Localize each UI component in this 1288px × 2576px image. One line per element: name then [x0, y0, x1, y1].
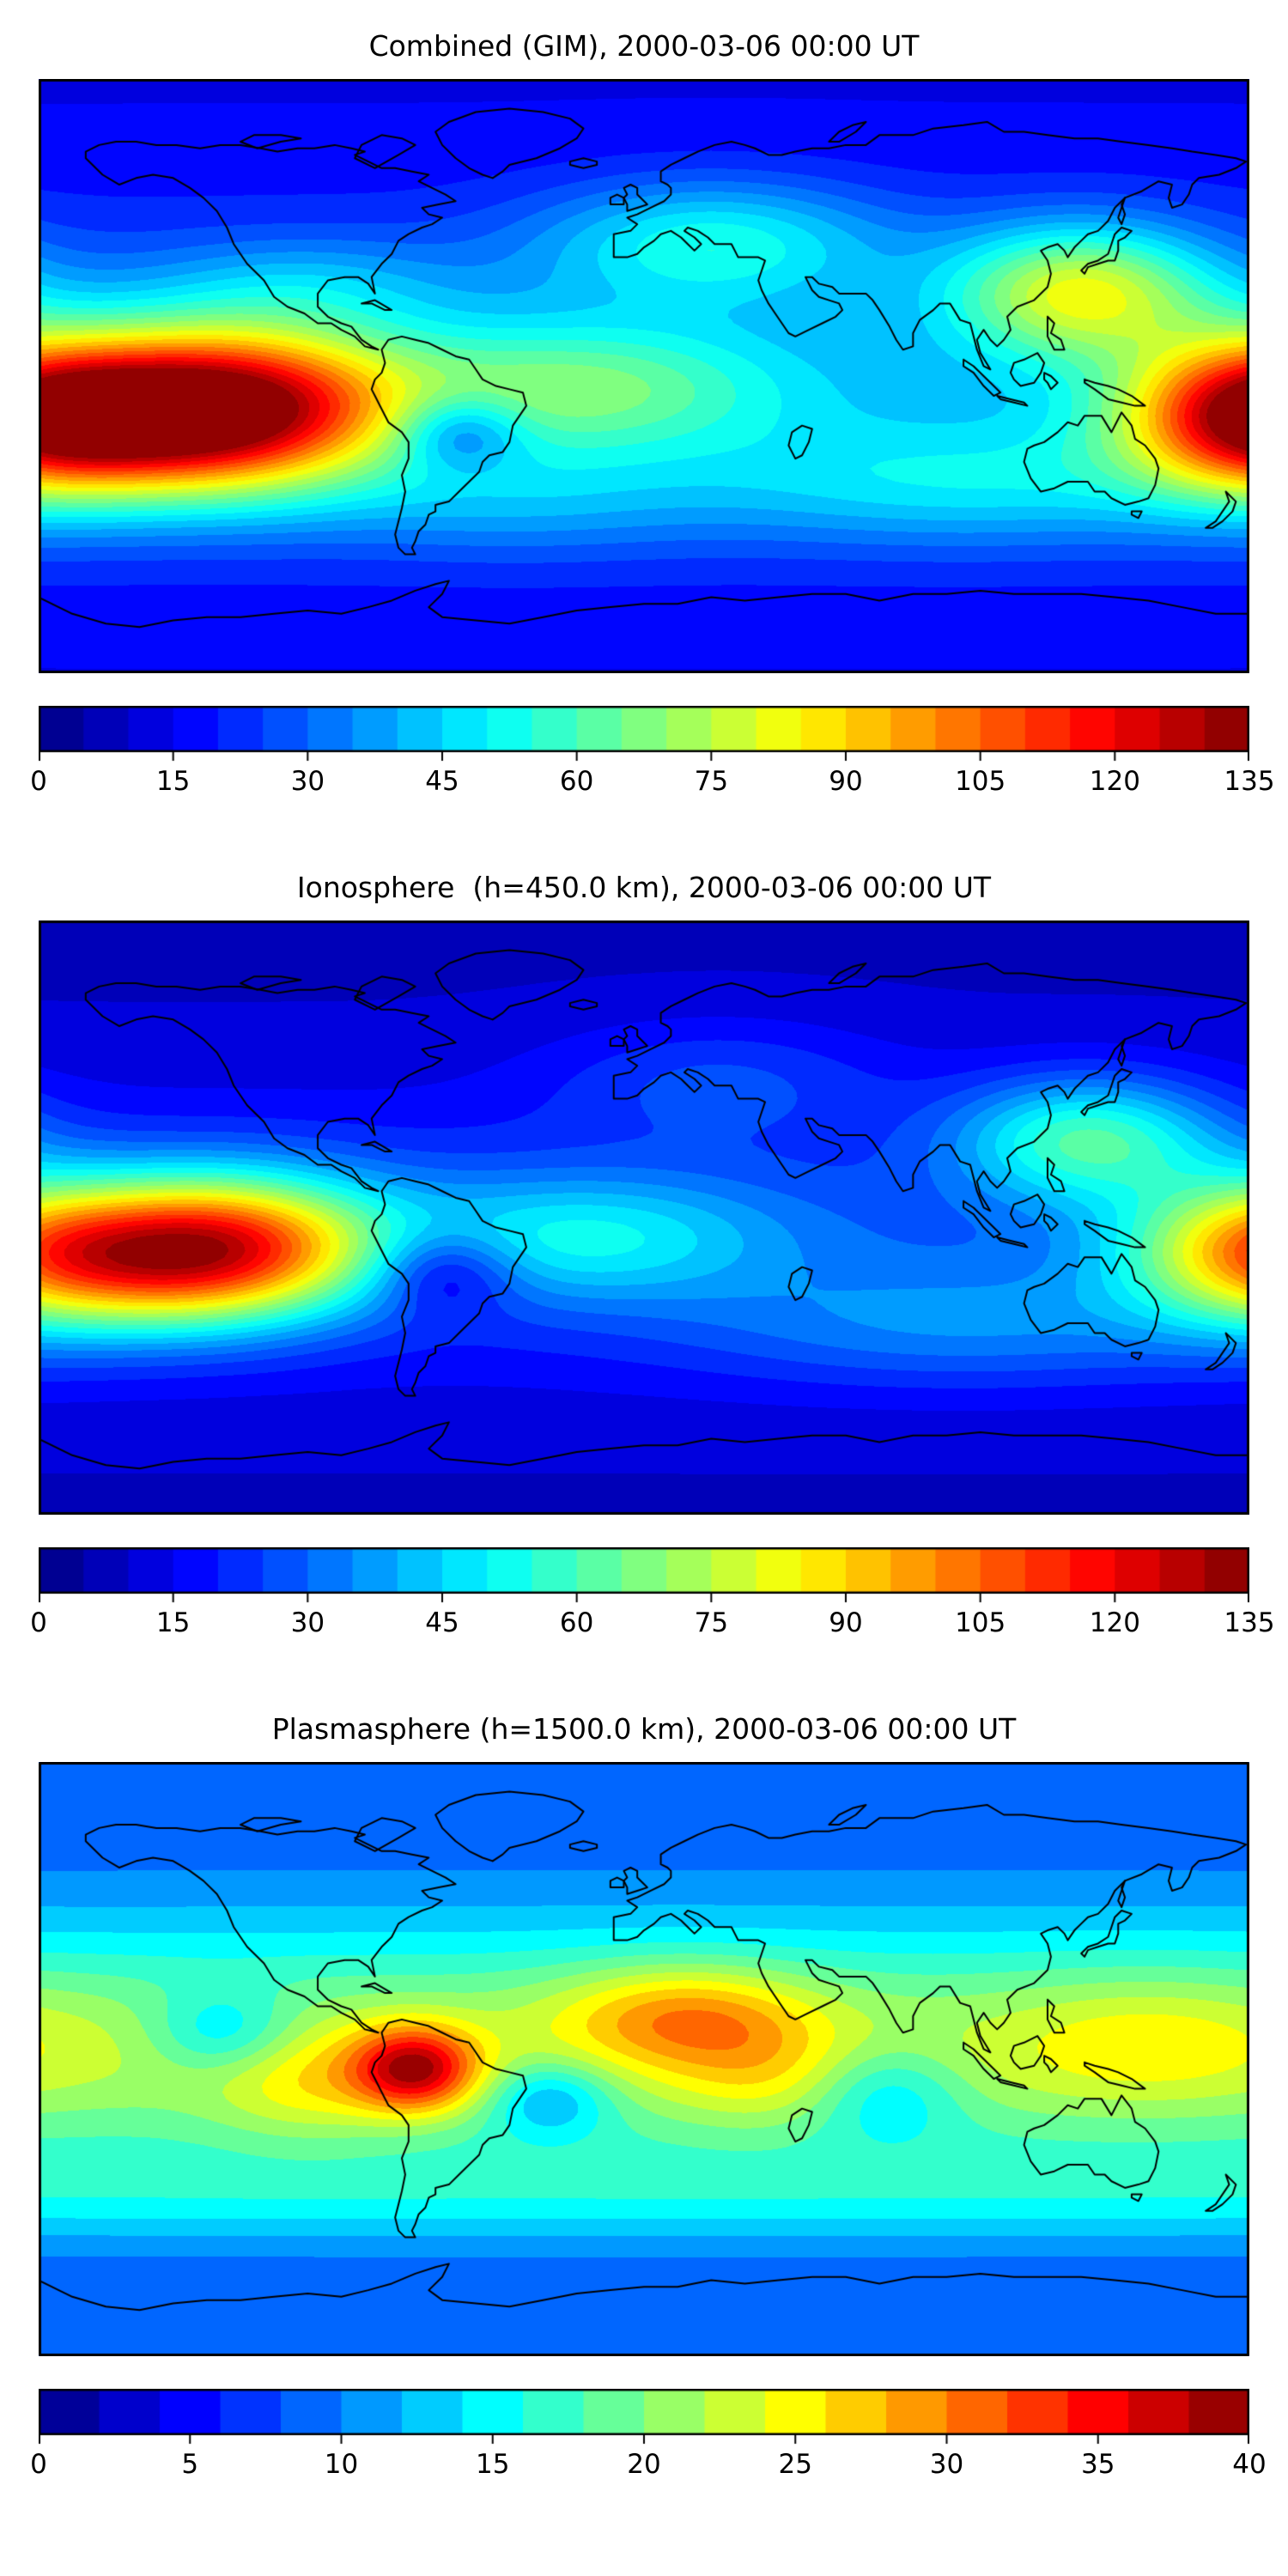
- panel-title-plasmasphere: Plasmasphere (h=1500.0 km), 2000-03-06 0…: [271, 1712, 1017, 1746]
- colorbar-tick-label: 45: [425, 1607, 459, 1638]
- colorbar-tick-label: 45: [425, 766, 459, 797]
- colorbar-tick-label: 90: [829, 766, 863, 797]
- colorbar-tick-label: 30: [929, 2449, 964, 2480]
- colorbar-tick-label: 60: [559, 766, 594, 797]
- map-canvas-combined: [39, 79, 1249, 673]
- colorbar-tick-label: 15: [476, 2449, 510, 2480]
- colorbar-tick-label: 0: [30, 766, 47, 797]
- colorbar-tick-label: 60: [559, 1607, 594, 1638]
- colorbar-tick-label: 30: [290, 766, 325, 797]
- colorbar-tick-label: 0: [30, 1607, 47, 1638]
- colorbar-ticks-plasmasphere: 0 5 10 15 20 25 30 35 40: [30, 2445, 1267, 2487]
- colorbar-tick-label: 0: [30, 2449, 47, 2480]
- panel-plasmasphere: Plasmasphere (h=1500.0 km), 2000-03-06 0…: [30, 1690, 1267, 2487]
- colorbar-tick-label: 120: [1089, 766, 1140, 797]
- colorbar-tick-label: 135: [1224, 766, 1275, 797]
- colorbar-tick-label: 120: [1089, 1607, 1140, 1638]
- panel-ionosphere: Ionosphere (h=450.0 km), 2000-03-06 00:0…: [30, 848, 1274, 1645]
- colorbar-tick-label: 75: [694, 766, 729, 797]
- colorbar-tick-label: 135: [1224, 1607, 1275, 1638]
- colorbar-plasmasphere: [39, 2389, 1249, 2445]
- colorbar-tick-label: 105: [955, 1607, 1006, 1638]
- panel-combined: Combined (GIM), 2000-03-06 00:00 UT 0 15 3…: [30, 7, 1274, 804]
- colorbar-tick-label: 15: [155, 766, 191, 797]
- colorbar-ticks-ionosphere: 0 15 30 45 60 75 90 105 120 135: [30, 1604, 1274, 1645]
- map-canvas-plasmasphere: [39, 1762, 1249, 2356]
- colorbar-tick-label: 10: [324, 2449, 359, 2480]
- colorbar-tick-label: 5: [181, 2449, 199, 2480]
- colorbar-ticks-combined: 0 15 30 45 60 75 90 105 120 135: [30, 762, 1274, 804]
- colorbar-tick-label: 35: [1081, 2449, 1115, 2480]
- colorbar-tick-label: 15: [155, 1607, 191, 1638]
- map-canvas-ionosphere: [39, 920, 1249, 1515]
- colorbar-ionosphere: [39, 1547, 1249, 1604]
- colorbar-tick-label: 30: [290, 1607, 325, 1638]
- colorbar-tick-label: 90: [829, 1607, 863, 1638]
- colorbar-tick-label: 105: [955, 766, 1006, 797]
- colorbar-tick-label: 20: [627, 2449, 661, 2480]
- colorbar-combined: [39, 706, 1249, 762]
- colorbar-tick-label: 75: [694, 1607, 729, 1638]
- panel-title-combined: Combined (GIM), 2000-03-06 00:00 UT: [368, 29, 920, 63]
- colorbar-tick-label: 40: [1232, 2449, 1267, 2480]
- colorbar-tick-label: 25: [778, 2449, 812, 2480]
- panel-title-ionosphere: Ionosphere (h=450.0 km), 2000-03-06 00:0…: [296, 871, 992, 904]
